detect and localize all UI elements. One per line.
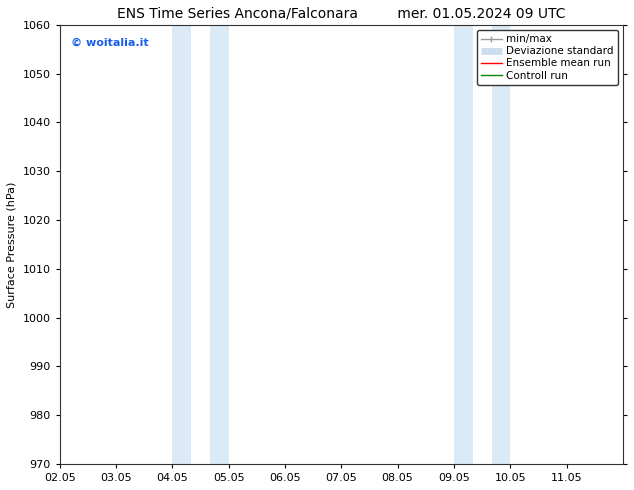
Legend: min/max, Deviazione standard, Ensemble mean run, Controll run: min/max, Deviazione standard, Ensemble m… [477,30,618,85]
Bar [491,25,510,464]
Title: ENS Time Series Ancona/Falconara         mer. 01.05.2024 09 UTC: ENS Time Series Ancona/Falconara mer. 01… [117,7,566,21]
Bar [454,25,472,464]
Bar [172,25,191,464]
Text: © woitalia.it: © woitalia.it [71,38,148,48]
Y-axis label: Surface Pressure (hPa): Surface Pressure (hPa) [7,181,17,308]
Bar [210,25,229,464]
